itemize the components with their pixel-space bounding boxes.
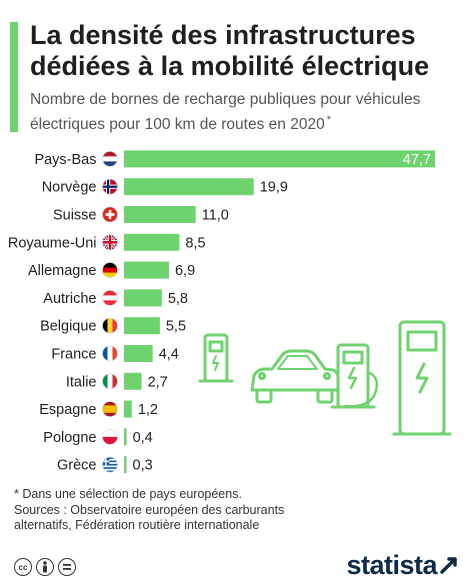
car-headlight-right — [323, 372, 331, 380]
bar-row-fr: France 4,4 — [51, 345, 179, 363]
value-label: 0,3 — [133, 458, 153, 474]
car-wheel-right — [316, 388, 334, 404]
bar-row-pl: Pologne 0,4 — [43, 428, 153, 446]
bar-row-no: Norvège 19,9 — [42, 178, 288, 196]
ev-charging-illustration — [198, 320, 452, 436]
bar — [124, 289, 162, 307]
category-label: Suisse — [53, 208, 97, 224]
statista-logo[interactable]: statista — [346, 550, 460, 581]
small-charger-screen — [208, 340, 224, 353]
bar-row-gb: Royaume-Uni 8,5 — [8, 233, 206, 251]
chart-subtitle: Nombre de bornes de recharge publiques p… — [30, 90, 470, 135]
chart-notes: * Dans une sélection de pays européens. … — [14, 487, 454, 534]
bar — [124, 400, 132, 418]
large-charger-bolt-icon — [415, 362, 429, 394]
statista-logo-mark-icon — [440, 552, 460, 574]
footer: cc statista — [0, 546, 474, 582]
value-label: 5,8 — [168, 291, 188, 307]
category-label: Royaume-Uni — [8, 235, 97, 251]
category-label: Pays-Bas — [34, 152, 96, 168]
category-label: Italie — [66, 374, 97, 390]
category-label: Norvège — [42, 180, 97, 196]
bar-chart: Pays-Bas 47,7 Norvège 19,9 Suisse 11,0 Royaume… — [8, 150, 452, 474]
sources-line-1: Sources : Observatoire européen des carb… — [14, 502, 285, 517]
value-label: 6,9 — [175, 263, 195, 279]
bar — [124, 261, 169, 279]
bar-row-ch: Suisse 11,0 — [53, 206, 229, 224]
license-icons: cc — [14, 558, 76, 576]
category-label: Autriche — [43, 291, 96, 307]
value-label: 2,7 — [148, 374, 168, 390]
category-label: Grèce — [57, 458, 97, 474]
statista-logo-text: statista — [346, 550, 437, 580]
category-label: Pologne — [43, 430, 96, 446]
title-line-2: dédiées à la mobilité électrique — [30, 51, 430, 81]
category-label: France — [51, 347, 96, 363]
bar — [124, 206, 196, 223]
flag-be-icon — [102, 317, 118, 334]
value-label: 5,5 — [166, 319, 186, 335]
bar — [124, 372, 142, 390]
flag-nl-icon — [102, 151, 118, 167]
flag-pl-icon — [102, 429, 118, 445]
bar-row-it: Italie 2,7 — [66, 372, 168, 390]
bar — [124, 345, 153, 362]
bar-row-at: Autriche 5,8 — [43, 289, 188, 307]
bar-row-nl: Pays-Bas 47,7 — [34, 150, 435, 168]
bar-row-gr: Grèce 0,3 — [57, 456, 153, 474]
title-accent-bar — [10, 22, 18, 132]
flag-gb-icon — [102, 234, 118, 251]
flag-fr-icon — [102, 345, 118, 362]
cc-icon[interactable]: cc — [14, 558, 32, 576]
flag-gr-icon — [102, 456, 118, 473]
subtitle-line-1: Nombre de bornes de recharge publiques p… — [30, 91, 421, 108]
bar — [124, 428, 127, 446]
large-charger-screen — [406, 330, 438, 352]
car-body-icon — [250, 349, 340, 392]
value-label: 0,4 — [133, 430, 153, 446]
flag-ch-icon — [102, 206, 118, 223]
bar — [124, 178, 254, 196]
car-windshield — [277, 355, 318, 370]
car-headlight-left — [258, 372, 266, 380]
medium-charger-screen — [342, 350, 364, 365]
flag-no-icon — [102, 178, 118, 195]
flag-de-icon — [102, 262, 118, 278]
bar — [124, 233, 180, 251]
bar — [124, 317, 160, 335]
value-label: 1,2 — [138, 402, 158, 418]
bar-row-es: Espagne 1,2 — [39, 400, 158, 418]
chart-title: La densité des infrastructures dédiées à… — [30, 20, 470, 82]
category-label: Allemagne — [28, 263, 97, 279]
car-wheel-left — [255, 388, 273, 404]
by-icon[interactable] — [36, 558, 54, 576]
value-label: 47,7 — [403, 152, 431, 168]
category-label: Espagne — [39, 402, 96, 418]
bar — [124, 456, 127, 474]
value-label: 4,4 — [159, 347, 179, 363]
flag-es-icon — [102, 401, 118, 417]
nd-icon[interactable] — [58, 558, 76, 576]
footnote: * Dans une sélection de pays européens. — [14, 487, 242, 501]
value-label: 19,9 — [260, 180, 288, 196]
small-charger-bolt-icon — [212, 355, 219, 371]
flag-at-icon — [102, 290, 118, 306]
bar-row-be: Belgique 5,5 — [40, 317, 186, 335]
subtitle-footnote-mark: * — [326, 114, 331, 126]
value-label: 11,0 — [202, 208, 229, 224]
flag-it-icon — [102, 373, 118, 390]
category-label: Belgique — [40, 319, 96, 335]
subtitle-line-2: électriques pour 100 km de routes en 202… — [30, 116, 325, 134]
medium-charger-bolt-icon — [347, 366, 358, 390]
title-line-1: La densité des infrastructures — [30, 20, 416, 50]
sources-line-2: alternatifs, Fédération routière interna… — [14, 518, 260, 532]
bar-row-de: Allemagne 6,9 — [28, 261, 195, 279]
bar — [124, 150, 435, 168]
value-label: 8,5 — [185, 235, 205, 251]
